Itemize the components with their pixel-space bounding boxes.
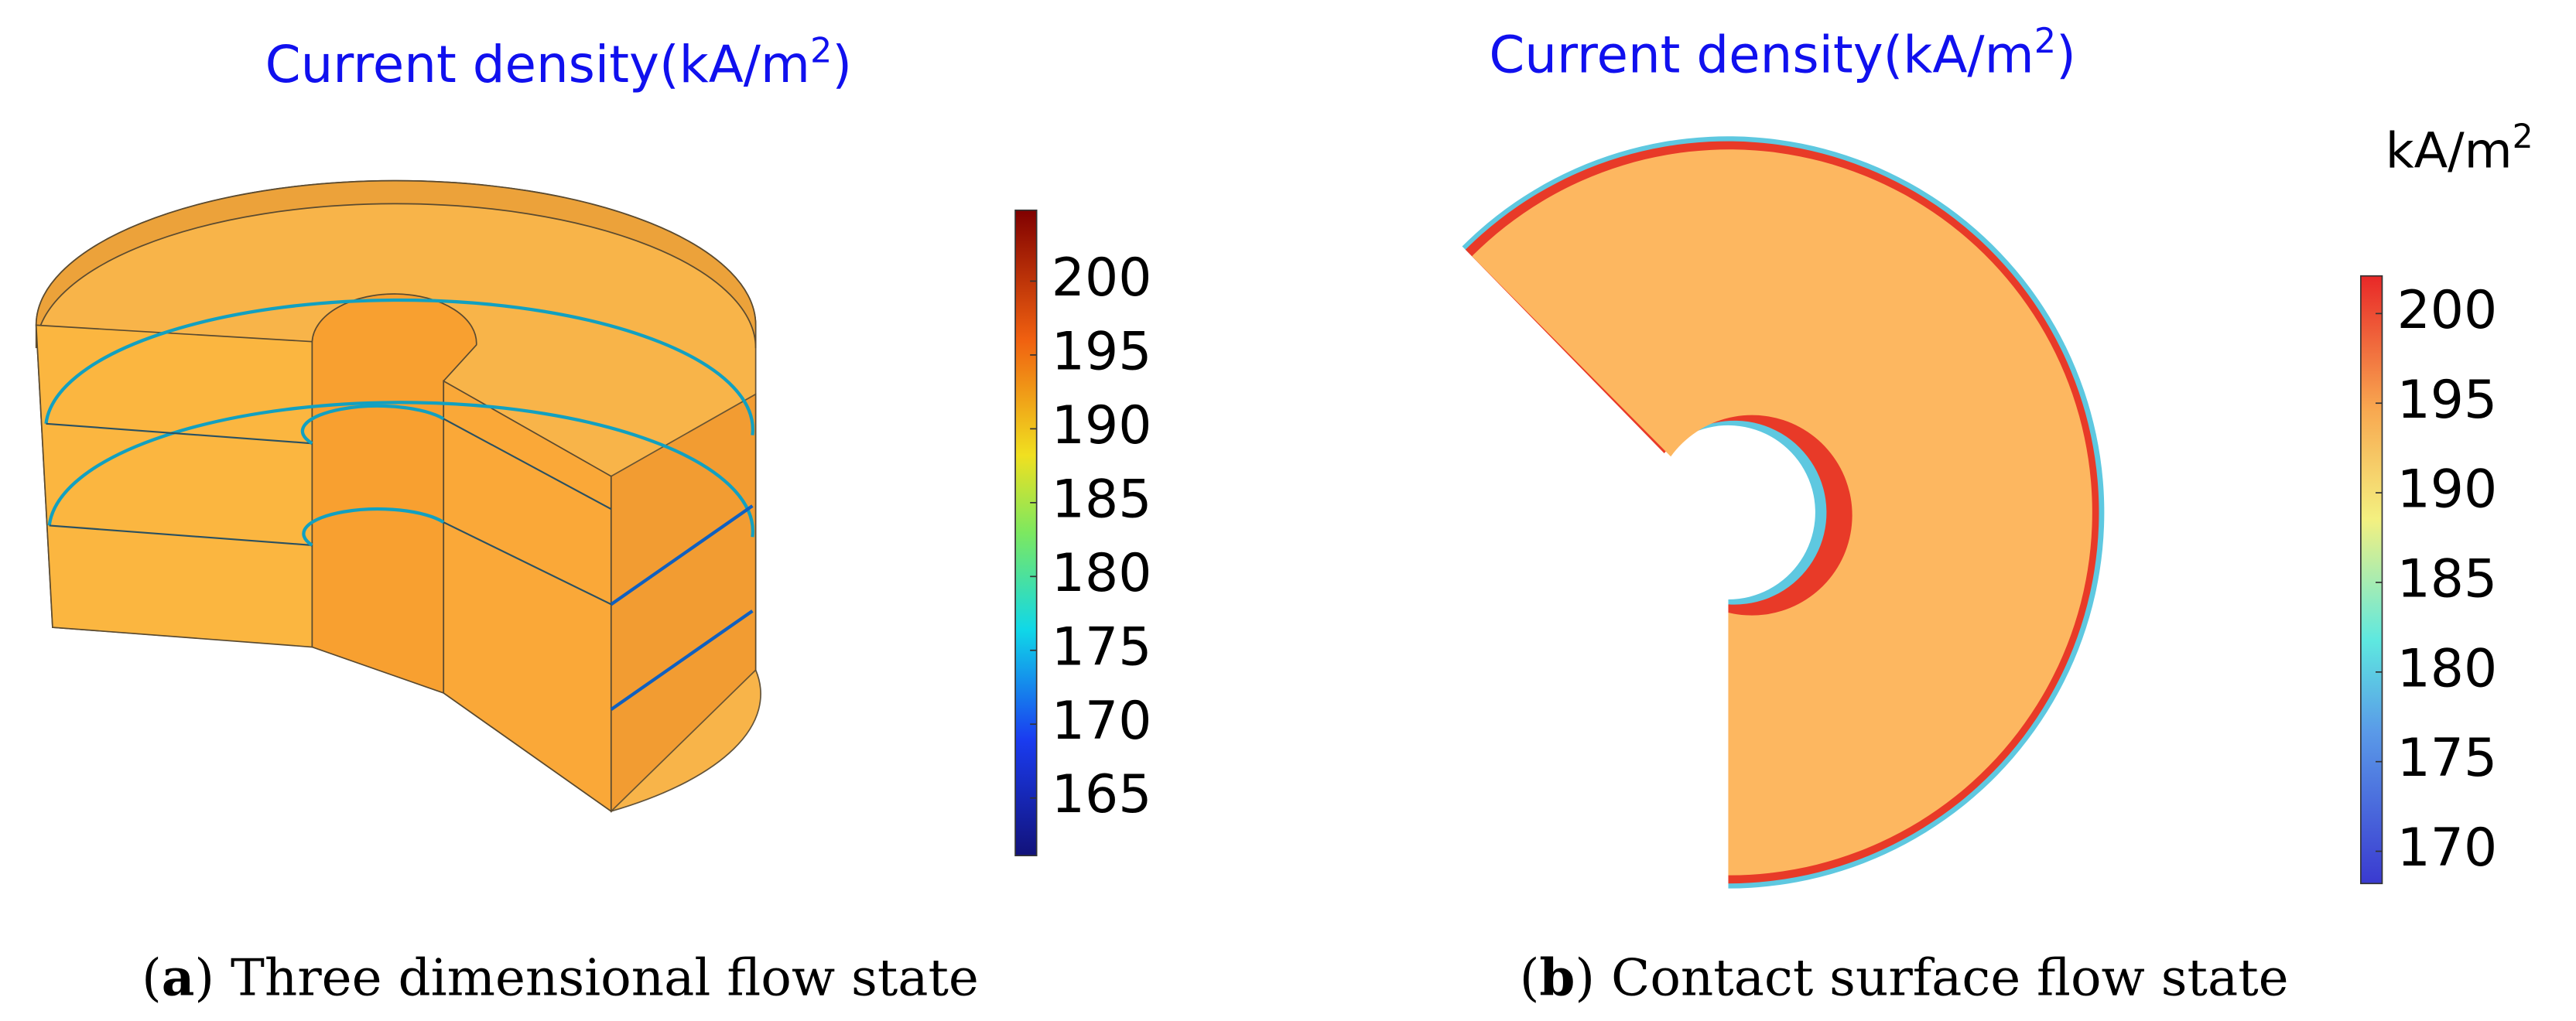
colorbar-tick-label: 175 (2397, 728, 2498, 789)
colorbar-tick-label: 185 (1052, 469, 1152, 530)
colorbar-tick-label: 180 (2397, 638, 2498, 699)
colorbar-ticks: 170 175 180 185 190 195 200 (2375, 280, 2498, 879)
colorbar-tick-label: 200 (2397, 280, 2498, 341)
cylinder-render (35, 179, 761, 813)
colorbar-tick-label: 170 (2397, 818, 2498, 879)
colorbar-tick-label: 165 (1052, 764, 1152, 825)
colorbar (1014, 209, 1038, 857)
colorbar-tick-label: 185 (2397, 549, 2498, 610)
colorbar-tick-label: 180 (1052, 543, 1152, 604)
sector-render (1462, 136, 2105, 889)
colorbar-tick-label: 175 (1052, 616, 1152, 678)
caption: (b) Contact surface flow state (1520, 948, 2289, 1008)
panel-title: Current density(kA/m2) (1489, 21, 2075, 84)
colorbar-tick-label: 190 (2397, 459, 2498, 521)
colorbar-ticks: 165 170 175 180 185 190 195 200 (1030, 248, 1151, 825)
colorbar-tick-label: 190 (1052, 395, 1152, 456)
colorbar-tick-label: 195 (1052, 321, 1152, 382)
colorbar-tick-label: 200 (1052, 248, 1152, 309)
colorbar-tick-label: 195 (2397, 370, 2498, 431)
colorbar-tick-label: 170 (1052, 691, 1152, 752)
panel-title: Current density(kA/m2) (265, 31, 852, 94)
colorbar-unit: kA/m2 (2386, 118, 2533, 179)
colorbar (2360, 275, 2383, 885)
caption: (a) Three dimensional flow state (142, 948, 979, 1008)
